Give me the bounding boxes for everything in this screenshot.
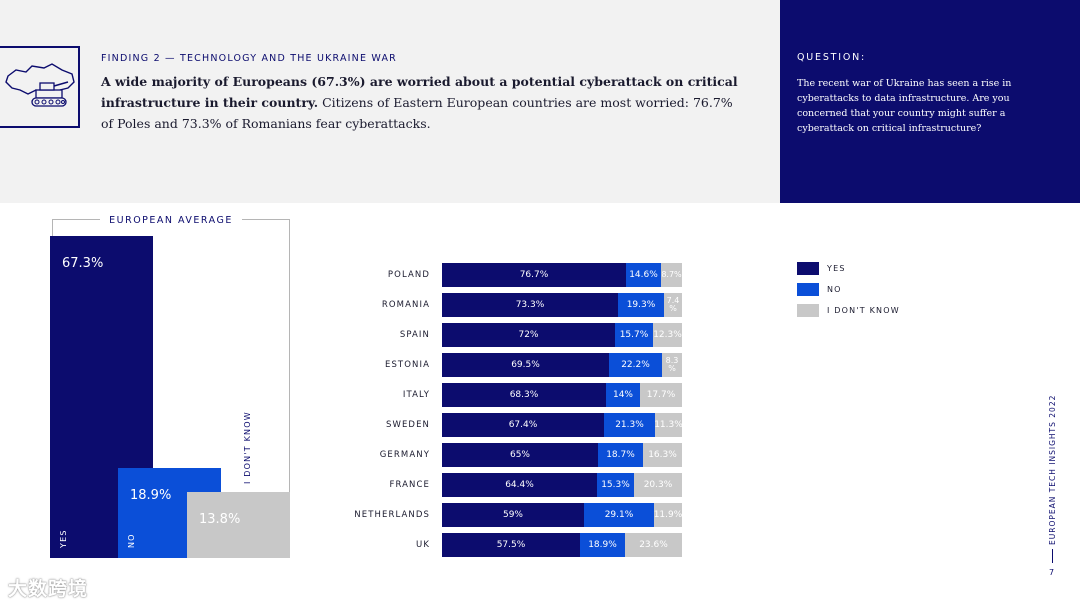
bar-segment-idk: 16.3% <box>643 443 682 467</box>
bar-segment-yes: 73.3% <box>442 293 618 317</box>
bar-segment-no: 19.3% <box>618 293 664 317</box>
side-rule <box>1052 549 1053 563</box>
legend-swatch-no <box>797 283 819 296</box>
country-label: SWEDEN <box>385 420 430 430</box>
bar-segment-yes: 68.3% <box>442 383 606 407</box>
legend-label-no: NO <box>827 285 842 294</box>
country-label: ROMANIA <box>381 300 430 310</box>
country-label: SPAIN <box>399 330 430 340</box>
bar-segment-idk: 12.3% <box>653 323 682 347</box>
side-brand: EUROPEAN TECH INSIGHTS 2022 <box>1048 394 1057 545</box>
headline-rest: Citizens of Eastern European countries a… <box>101 95 733 131</box>
question-panel: QUESTION: The recent war of Ukraine has … <box>780 0 1080 203</box>
avg-bar-idk: 13.8% <box>187 492 290 558</box>
country-label: ITALY <box>402 390 430 400</box>
legend-swatch-yes <box>797 262 819 275</box>
bar-segment-idk: 11.9% <box>654 503 682 527</box>
question-label: QUESTION: <box>797 52 867 63</box>
bar-segment-idk: 7.4% <box>664 293 682 317</box>
finding-label: FINDING 2 — TECHNOLOGY AND THE UKRAINE W… <box>101 53 397 64</box>
bar-segment-no: 18.9% <box>580 533 625 557</box>
bar-segment-no: 22.2% <box>609 353 662 377</box>
country-label: UK <box>416 540 430 550</box>
avg-label-no: NO <box>127 533 136 548</box>
bar-segment-yes: 67.4% <box>442 413 604 437</box>
bar-segment-yes: 59% <box>442 503 584 527</box>
bar-segment-no: 29.1% <box>584 503 654 527</box>
headline-bold: A wide majority of Europeans (67.3%) are… <box>101 74 738 110</box>
header-band <box>0 0 780 203</box>
bar-segment-no: 21.3% <box>604 413 655 437</box>
avg-value-idk: 13.8% <box>199 512 241 527</box>
bar-segment-idk: 17.7% <box>640 383 682 407</box>
bar-segment-idk: 20.3% <box>634 473 682 497</box>
page-number: 7 <box>1049 568 1055 577</box>
avg-value-yes: 67.3% <box>62 256 104 271</box>
bar-segment-no: 14.6% <box>626 263 661 287</box>
bar-segment-idk: 8.3% <box>662 353 682 377</box>
avg-value-no: 18.9% <box>130 488 172 503</box>
country-label: FRANCE <box>389 480 430 490</box>
bar-segment-no: 18.7% <box>598 443 643 467</box>
bar-segment-yes: 69.5% <box>442 353 609 377</box>
legend-item-yes: YES <box>797 262 937 276</box>
legend-label-yes: YES <box>827 264 846 273</box>
country-label: NETHERLANDS <box>354 510 430 520</box>
legend-label-idk: I DON'T KNOW <box>827 306 900 315</box>
european-average-title: EUROPEAN AVERAGE <box>109 215 233 226</box>
bar-segment-no: 14% <box>606 383 640 407</box>
ukraine-map-logo <box>0 46 80 128</box>
legend-item-no: NO <box>797 283 937 297</box>
country-label: ESTONIA <box>384 360 430 370</box>
bar-segment-no: 15.7% <box>615 323 653 347</box>
avg-label-yes: YES <box>59 529 68 548</box>
bar-segment-yes: 65% <box>442 443 598 467</box>
finding-headline: A wide majority of Europeans (67.3%) are… <box>101 71 741 134</box>
country-label: GERMANY <box>379 450 430 460</box>
country-label: POLAND <box>387 270 430 280</box>
legend-swatch-idk <box>797 304 819 317</box>
avg-label-idk: I DON'T KNOW <box>243 411 252 484</box>
bar-segment-yes: 57.5% <box>442 533 580 557</box>
bar-segment-yes: 64.4% <box>442 473 597 497</box>
bar-segment-idk: 11.3% <box>655 413 682 437</box>
watermark: 大数跨境 <box>8 578 89 600</box>
bar-segment-idk: 8.7% <box>661 263 682 287</box>
question-text: The recent war of Ukraine has seen a ris… <box>797 78 1012 134</box>
legend-item-idk: I DON'T KNOW <box>797 304 937 318</box>
bar-segment-yes: 76.7% <box>442 263 626 287</box>
bar-segment-no: 15.3% <box>597 473 634 497</box>
ukraine-tank-icon <box>5 63 75 107</box>
bar-segment-yes: 72% <box>442 323 615 347</box>
bar-segment-idk: 23.6% <box>625 533 682 557</box>
